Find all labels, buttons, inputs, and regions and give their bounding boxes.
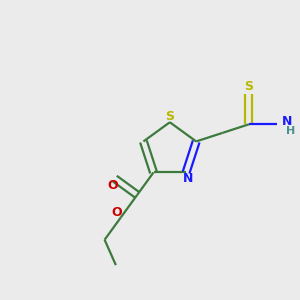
Text: O: O — [112, 206, 122, 219]
Text: H: H — [286, 126, 295, 136]
Text: S: S — [165, 110, 174, 123]
Text: N: N — [282, 115, 292, 128]
Text: S: S — [244, 80, 253, 93]
Text: O: O — [107, 179, 118, 192]
Text: N: N — [183, 172, 193, 185]
